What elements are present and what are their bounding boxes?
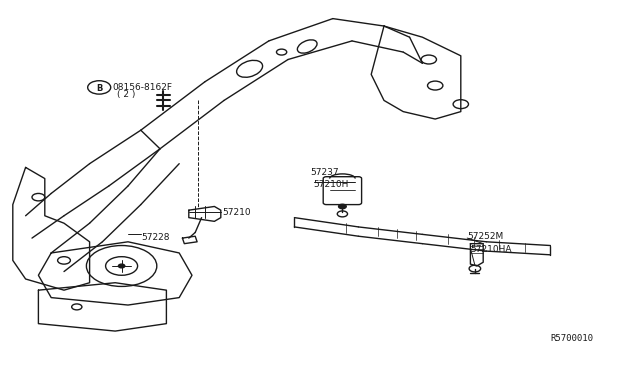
Text: 57210: 57210 <box>223 208 252 217</box>
Text: 57252M: 57252M <box>467 232 504 241</box>
Text: 08156-8162F: 08156-8162F <box>112 83 172 92</box>
Text: B: B <box>96 84 102 93</box>
Circle shape <box>339 204 346 209</box>
Text: 57210HA: 57210HA <box>470 246 512 254</box>
Text: ( 2 ): ( 2 ) <box>117 90 136 99</box>
Text: 57228: 57228 <box>141 233 170 242</box>
Text: 57237: 57237 <box>310 169 339 177</box>
Text: 57210H: 57210H <box>314 180 349 189</box>
Text: R5700010: R5700010 <box>550 334 593 343</box>
Circle shape <box>118 264 125 268</box>
